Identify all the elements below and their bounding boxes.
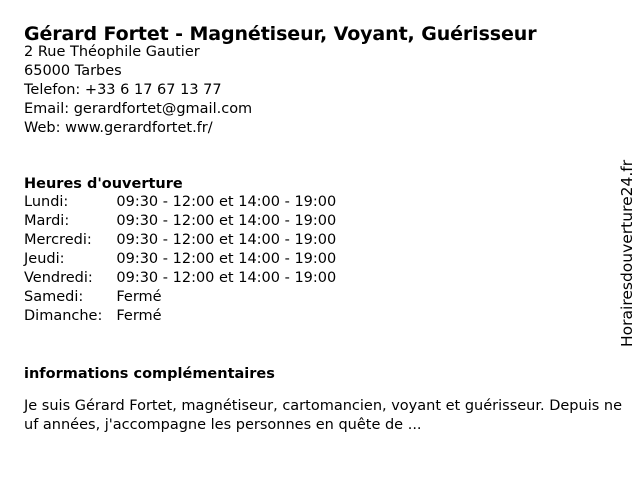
hours-row: Jeudi: 09:30 - 12:00 et 14:00 - 19:00	[24, 250, 336, 269]
address-city: 65000 Tarbes	[24, 63, 122, 79]
additional-info-text: Je suis Gérard Fortet, magnétiseur, cart…	[24, 397, 622, 433]
address-street: 2 Rue Théophile Gautier	[24, 44, 200, 60]
address-block: 2 Rue Théophile Gautier 65000 Tarbes Tel…	[24, 43, 584, 138]
hours-row: Mardi: 09:30 - 12:00 et 14:00 - 19:00	[24, 212, 336, 231]
hours-day-label: Mardi:	[24, 213, 70, 229]
opening-hours-heading: Heures d'ouverture	[24, 176, 183, 193]
hours-value: Fermé	[116, 289, 162, 305]
hours-value: 09:30 - 12:00 et 14:00 - 19:00	[116, 232, 337, 248]
hours-value: Fermé	[116, 308, 162, 324]
page-title: Gérard Fortet - Magnétiseur, Voyant, Gué…	[24, 22, 537, 45]
hours-value: 09:30 - 12:00 et 14:00 - 19:00	[116, 251, 337, 267]
hours-value: 09:30 - 12:00 et 14:00 - 19:00	[116, 270, 337, 286]
hours-day-label: Samedi:	[24, 289, 84, 305]
hours-day-label: Vendredi:	[24, 270, 93, 286]
site-watermark-label: Horairesdouverture24.fr	[618, 159, 636, 347]
additional-info-heading: informations complémentaires	[24, 366, 275, 383]
hours-row: Vendredi: 09:30 - 12:00 et 14:00 - 19:00	[24, 269, 336, 288]
address-email: Email: gerardfortet@gmail.com	[24, 101, 253, 117]
hours-row: Mercredi: 09:30 - 12:00 et 14:00 - 19:00	[24, 231, 336, 250]
hours-row: Dimanche: Fermé	[24, 307, 336, 326]
hours-day-label: Lundi:	[24, 194, 69, 210]
hours-value: 09:30 - 12:00 et 14:00 - 19:00	[116, 213, 337, 229]
hours-value: 09:30 - 12:00 et 14:00 - 19:00	[116, 194, 337, 210]
hours-day-label: Jeudi:	[24, 251, 65, 267]
hours-row: Samedi: Fermé	[24, 288, 336, 307]
opening-hours-table: Lundi: 09:30 - 12:00 et 14:00 - 19:00 Mard…	[24, 193, 336, 326]
address-phone: Telefon: +33 6 17 67 13 77	[24, 82, 222, 98]
hours-row: Lundi: 09:30 - 12:00 et 14:00 - 19:00	[24, 193, 336, 212]
hours-day-label: Dimanche:	[24, 308, 103, 324]
address-web: Web: www.gerardfortet.fr/	[24, 120, 213, 136]
hours-day-label: Mercredi:	[24, 232, 92, 248]
